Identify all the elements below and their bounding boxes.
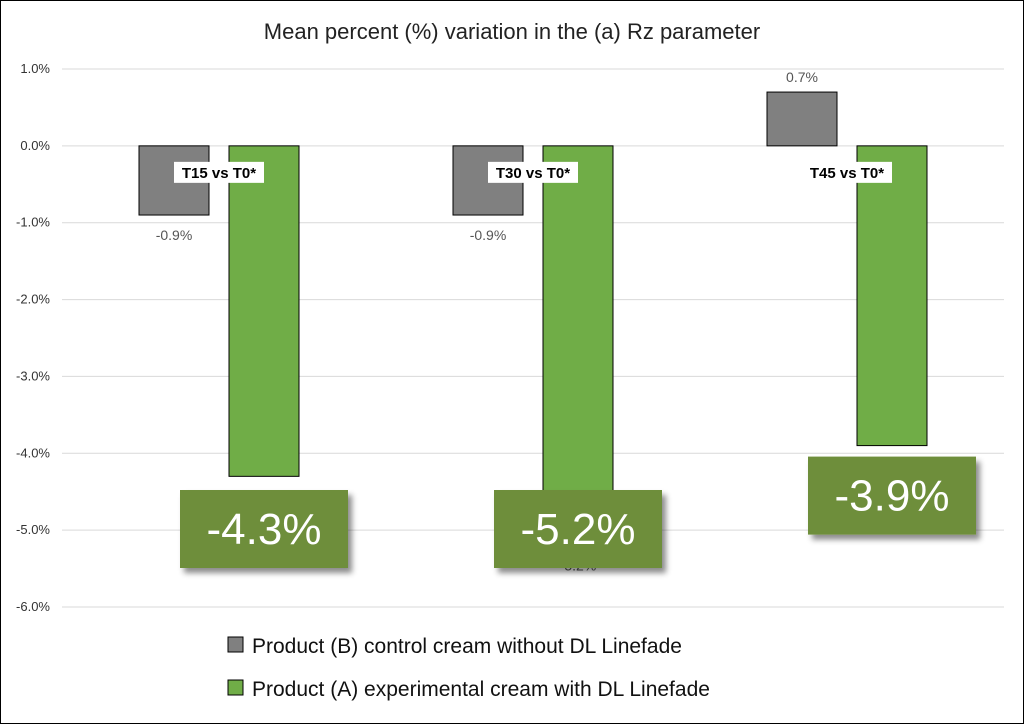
legend-label: Product (A) experimental cream with DL L…: [252, 678, 710, 701]
data-label: -0.9%: [470, 227, 507, 243]
bar-product-a: [542, 145, 614, 547]
callout: -5.2%: [494, 490, 662, 568]
category-label: T30 vs T0*: [496, 165, 570, 182]
y-tick-label: 1.0%: [20, 61, 50, 76]
callout: -4.3%: [180, 490, 348, 568]
callout-value: -5.2%: [521, 505, 636, 554]
y-tick-label: -5.0%: [16, 522, 50, 537]
y-tick-label: -6.0%: [16, 599, 50, 614]
y-axis-ticks: 1.0% 0.0% -1.0% -2.0% -3.0% -4.0% -5.0% -6.0%: [16, 61, 50, 614]
callouts: -4.3% -5.2% -3.9%: [180, 456, 976, 568]
legend-swatch: [227, 679, 244, 696]
callout-box: [494, 490, 662, 568]
bar-product-a: [856, 145, 928, 447]
legend: Product (B) control cream without DL Lin…: [227, 635, 710, 701]
data-label: -0.9%: [156, 227, 193, 243]
y-tick-label: -3.0%: [16, 368, 50, 383]
callout-box: [808, 456, 976, 535]
callout-value: -3.9%: [835, 472, 950, 521]
category-labels: T15 vs T0* T30 vs T0* T45 vs T0*: [174, 161, 892, 183]
chart-title: Mean percent (%) variation in the (a) Rz…: [264, 19, 760, 44]
y-tick-label: -2.0%: [16, 292, 50, 307]
callout-box: [180, 490, 348, 568]
category-label-bg: [802, 161, 892, 183]
category-label: T15 vs T0*: [182, 165, 256, 182]
category-label: T45 vs T0*: [810, 165, 884, 182]
y-tick-label: -4.0%: [16, 445, 50, 460]
category-label-bg: [488, 161, 578, 183]
bar-product-a: [228, 145, 300, 477]
y-tick-label: -1.0%: [16, 215, 50, 230]
data-label: 0.7%: [786, 69, 818, 85]
legend-swatch: [227, 636, 244, 653]
callout: -3.9%: [808, 456, 976, 535]
y-tick-label: 0.0%: [20, 138, 50, 153]
legend-label: Product (B) control cream without DL Lin…: [252, 635, 682, 658]
callout-value: -4.3%: [207, 505, 322, 554]
category-label-bg: [174, 161, 264, 183]
bar-product-b: [766, 91, 838, 147]
